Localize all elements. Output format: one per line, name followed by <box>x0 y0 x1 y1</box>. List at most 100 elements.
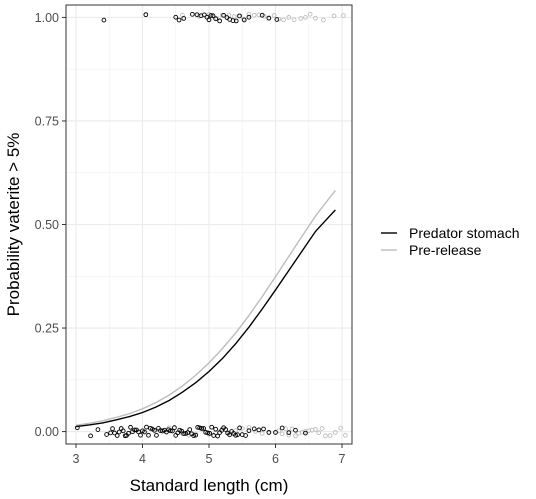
legend-label-predator-stomach: Predator stomach <box>409 225 520 241</box>
predator-stomach-point <box>266 15 272 21</box>
pre-release-point <box>291 17 297 23</box>
predator-stomach-point <box>205 430 211 436</box>
predator-stomach-point <box>193 432 199 438</box>
predator-stomach-point <box>246 428 252 434</box>
predator-stomach-point <box>241 17 247 23</box>
fitted-curves <box>75 190 336 428</box>
predator-stomach-point <box>274 17 280 22</box>
y-tick-label: 0.25 <box>35 322 59 336</box>
x-tick-label: 6 <box>272 452 279 466</box>
pre-release-point <box>246 11 252 17</box>
predator-stomach-point <box>190 11 195 17</box>
predator-stomach-point <box>199 426 205 431</box>
x-tick-label: 5 <box>206 452 213 466</box>
pre-release-point <box>231 14 237 19</box>
predator-stomach-point <box>143 12 149 18</box>
predator-stomach-point <box>126 430 131 436</box>
pre-release-point <box>313 15 318 21</box>
legend: Predator stomach Pre-release <box>381 225 520 258</box>
pre-release-point <box>239 426 245 431</box>
predator-stomach-point <box>237 425 242 431</box>
predator-stomach-point <box>201 12 207 18</box>
predator-stomach-point <box>181 16 187 21</box>
predator-stomach-point <box>168 428 173 434</box>
predator-stomach-point <box>243 433 248 438</box>
predator-stomach-point <box>207 430 213 436</box>
predator-stomach-point <box>246 14 252 20</box>
x-tick-label: 3 <box>73 452 80 466</box>
predator-stomach-point <box>116 429 122 435</box>
pre-release-point <box>246 425 252 430</box>
predator-stomach-point <box>101 17 107 23</box>
predator-stomach-point <box>114 433 120 438</box>
predator-stomach-curve <box>75 209 336 428</box>
pre-release-point <box>281 17 286 23</box>
predator-stomach-point <box>279 425 285 431</box>
predator-stomach-point <box>223 427 228 432</box>
predator-stomach-point <box>132 427 137 433</box>
predator-stomach-point <box>95 427 101 432</box>
predator-stomach-point <box>230 18 236 23</box>
predator-stomach-point <box>152 428 157 433</box>
predator-stomach-point <box>303 430 308 436</box>
predator-stomach-point <box>235 432 240 438</box>
predator-stomach-point <box>256 427 262 433</box>
y-tick-label: 1.00 <box>35 11 59 25</box>
predator-stomach-point <box>88 433 93 439</box>
y-axis-ticks: 0.00 0.25 0.50 0.75 1.00 <box>35 11 66 439</box>
predator-stomach-point <box>154 432 159 438</box>
y-tick-label: 0.50 <box>35 218 59 232</box>
pre-release-point <box>303 15 308 20</box>
predator-stomach-point <box>210 13 216 19</box>
predator-stomach-point <box>201 426 207 431</box>
x-axis-ticks: 3 4 5 6 7 <box>73 444 346 466</box>
pre-release-point <box>331 13 337 19</box>
pre-release-point <box>323 433 328 439</box>
pre-release-point <box>307 11 313 17</box>
pre-release-point <box>319 426 325 431</box>
pre-release-curve <box>75 190 336 427</box>
predator-stomach-point <box>233 18 239 24</box>
predator-stomach-point <box>286 430 292 435</box>
pre-release-point <box>279 431 285 437</box>
predator-stomach-point <box>259 12 265 18</box>
pre-release-point <box>251 12 257 18</box>
pre-release-point <box>316 430 322 436</box>
pre-release-point <box>313 427 318 432</box>
predator-stomach-point <box>213 426 219 432</box>
predator-stomach-point <box>142 429 147 435</box>
pre-release-point <box>259 431 265 436</box>
pre-release-point <box>271 13 277 18</box>
predator-stomach-point <box>146 432 151 438</box>
predator-stomach-point <box>233 432 238 438</box>
predator-stomach-point <box>170 428 175 434</box>
predator-stomach-point <box>110 426 115 431</box>
predator-stomach-point <box>144 424 149 430</box>
predator-stomach-point <box>261 426 266 432</box>
predator-stomach-point <box>195 424 201 430</box>
x-tick-label: 7 <box>339 452 346 466</box>
x-tick-label: 4 <box>139 452 146 466</box>
y-tick-label: 0.00 <box>35 425 59 439</box>
predator-stomach-point <box>206 17 212 23</box>
predator-stomach-point <box>215 433 220 439</box>
pre-release-point <box>321 17 326 23</box>
predator-stomach-point <box>138 432 143 438</box>
predator-stomach-point <box>176 17 182 23</box>
y-axis-title: Probability vaterite > 5% <box>4 133 23 317</box>
predator-stomach-point <box>217 18 222 24</box>
predator-stomach-point <box>128 424 133 430</box>
predator-stomach-point <box>173 14 179 20</box>
predator-stomach-point <box>120 428 126 434</box>
y-tick-label: 0.75 <box>35 114 59 128</box>
predator-stomach-point <box>112 430 117 436</box>
pre-release-point <box>338 425 344 431</box>
predator-stomach-point <box>237 13 242 19</box>
pre-release-point <box>286 432 292 438</box>
pre-release-point <box>342 433 348 438</box>
predator-stomach-point <box>227 432 232 438</box>
pre-release-point <box>286 15 292 20</box>
pre-release-point <box>298 16 304 21</box>
pre-release-point <box>341 13 346 18</box>
predator-stomach-point <box>209 424 215 430</box>
